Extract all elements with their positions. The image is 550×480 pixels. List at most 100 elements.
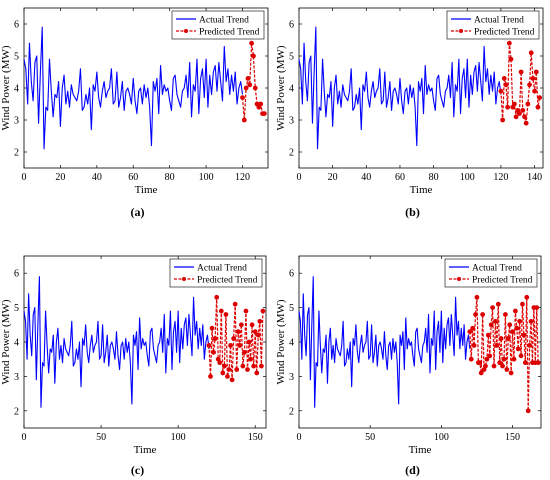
predicted-trend-point bbox=[206, 343, 212, 348]
predicted-trend-point bbox=[524, 294, 530, 300]
predicted-trend-point bbox=[212, 336, 218, 341]
predicted-trend-point bbox=[468, 356, 474, 362]
predicted-trend-point bbox=[500, 363, 505, 369]
predicted-trend-point bbox=[238, 322, 244, 328]
predicted-trend-point bbox=[525, 408, 531, 414]
predicted-trend-point bbox=[251, 363, 257, 369]
x-tick-label: 0 bbox=[22, 432, 27, 443]
predicted-trend-point bbox=[467, 329, 473, 335]
predicted-trend-point bbox=[507, 322, 513, 328]
predicted-trend-point bbox=[520, 108, 526, 113]
predicted-trend-point bbox=[495, 301, 501, 307]
predicted-trend-point bbox=[245, 367, 250, 372]
predicted-trend-point bbox=[485, 332, 491, 338]
predicted-trend-point bbox=[235, 329, 241, 335]
panel-caption-c: (c) bbox=[130, 463, 145, 477]
x-tick-label: 100 bbox=[199, 172, 214, 183]
predicted-trend-point bbox=[517, 318, 523, 324]
predicted-trend-point bbox=[478, 370, 484, 376]
x-tick-label: 60 bbox=[395, 172, 405, 183]
predicted-trend-point bbox=[261, 111, 267, 116]
y-tick-label: 3 bbox=[289, 116, 294, 127]
x-tick-label: 120 bbox=[235, 172, 250, 183]
y-tick-label: 5 bbox=[289, 303, 294, 314]
predicted-trend-point bbox=[211, 349, 216, 355]
predicted-trend-point bbox=[240, 363, 246, 369]
x-tick-label: 0 bbox=[297, 432, 302, 443]
predicted-trend-point bbox=[505, 104, 511, 110]
predicted-trend-point bbox=[226, 367, 232, 372]
x-tick-label: 0 bbox=[22, 172, 27, 183]
x-axis-label: Time bbox=[135, 184, 158, 196]
x-tick-label: 100 bbox=[171, 432, 186, 443]
predicted-trend-point bbox=[229, 377, 235, 383]
predicted-trend-point bbox=[245, 76, 251, 81]
legend-predicted-trend-marker bbox=[457, 277, 461, 281]
predicted-trend-point bbox=[255, 332, 261, 338]
predicted-trend-point bbox=[520, 301, 525, 307]
predicted-trend-point bbox=[237, 343, 243, 348]
actual-trend-line bbox=[23, 276, 210, 408]
legend-actual-trend-label: Actual Trend bbox=[197, 264, 247, 274]
y-tick-label: 4 bbox=[289, 338, 294, 349]
predicted-trend-point bbox=[214, 294, 220, 300]
legend-box bbox=[446, 10, 540, 40]
predicted-trend-point bbox=[512, 308, 518, 314]
legend-actual-trend-label: Actual Trend bbox=[472, 264, 522, 274]
predicted-trend-point bbox=[533, 69, 539, 75]
predicted-trend-point bbox=[497, 360, 503, 366]
panel-caption-d: (d) bbox=[405, 463, 420, 477]
predicted-trend-point bbox=[527, 82, 532, 88]
x-tick-label: 100 bbox=[434, 432, 449, 443]
y-tick-label: 6 bbox=[289, 269, 294, 280]
predicted-trend-line bbox=[208, 296, 264, 381]
legend-predicted-trend-label: Predicted Trend bbox=[199, 28, 260, 38]
predicted-trend-point bbox=[521, 332, 527, 338]
predicted-trend-point bbox=[490, 305, 496, 310]
predicted-trend-point bbox=[480, 312, 486, 317]
predicted-trend-point bbox=[504, 367, 510, 372]
x-tick-label: 80 bbox=[165, 172, 175, 183]
predicted-trend-point bbox=[258, 363, 264, 369]
predicted-trend-point bbox=[260, 308, 266, 314]
predicted-trend-point bbox=[225, 374, 230, 379]
predicted-trend-point bbox=[240, 95, 245, 100]
y-tick-label: 2 bbox=[14, 148, 19, 159]
actual-trend-line bbox=[298, 26, 502, 150]
predicted-trend-point bbox=[537, 95, 543, 100]
predicted-trend-point bbox=[525, 101, 531, 107]
predicted-trend-point bbox=[484, 356, 490, 362]
predicted-trend-point bbox=[249, 40, 255, 46]
predicted-trend-point bbox=[254, 370, 260, 376]
legend-predicted-trend-marker bbox=[182, 277, 186, 281]
predicted-trend-point bbox=[528, 50, 534, 56]
predicted-trend-point bbox=[508, 370, 514, 376]
predicted-trend-point bbox=[532, 88, 537, 94]
predicted-trend-point bbox=[234, 367, 240, 372]
x-tick-label: 120 bbox=[493, 172, 508, 183]
predicted-trend-point bbox=[514, 325, 520, 331]
y-tick-label: 3 bbox=[289, 372, 294, 383]
y-tick-label: 3 bbox=[14, 372, 19, 383]
x-tick-label: 40 bbox=[361, 172, 371, 183]
predicted-trend-point bbox=[506, 40, 512, 46]
y-tick-label: 4 bbox=[14, 84, 19, 95]
predicted-trend-point bbox=[258, 101, 264, 107]
predicted-trend-point bbox=[498, 88, 504, 94]
predicted-trend-point bbox=[243, 308, 249, 314]
predicted-trend-point bbox=[257, 318, 263, 324]
predicted-trend-point bbox=[251, 53, 256, 59]
y-tick-label: 2 bbox=[289, 148, 294, 159]
predicted-trend-point bbox=[515, 346, 521, 352]
predicted-trend-point bbox=[505, 336, 511, 341]
x-tick-label: 80 bbox=[429, 172, 439, 183]
legend-predicted-trend-label: Predicted Trend bbox=[472, 276, 533, 286]
predicted-trend-point bbox=[510, 329, 515, 335]
predicted-trend-point bbox=[209, 325, 215, 331]
panel-caption-a: (a) bbox=[130, 205, 145, 219]
y-tick-label: 5 bbox=[14, 52, 19, 63]
legend-box bbox=[171, 10, 265, 40]
x-tick-label: 0 bbox=[297, 172, 302, 183]
y-tick-label: 4 bbox=[289, 84, 294, 95]
x-axis-label: Time bbox=[134, 444, 157, 456]
